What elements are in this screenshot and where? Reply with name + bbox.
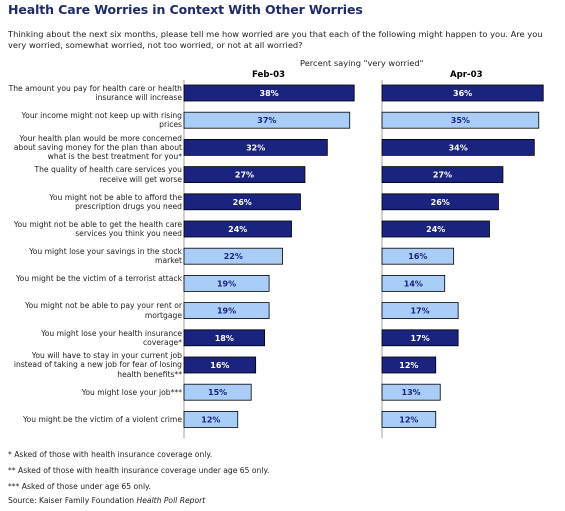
- data-label: 24%: [228, 225, 247, 234]
- bar-chart: 38% 36% 37% 35% 32% 34% 27% 27% 26% 26% 24% 24% 22% 1…: [183, 80, 544, 438]
- data-label: 12%: [399, 361, 418, 370]
- category-label: You will have to stay in your current jo…: [13, 351, 182, 379]
- bar-feb-03: [183, 193, 301, 211]
- column-header-feb-03: Feb-03: [252, 70, 286, 80]
- category-label: Your income might not keep up with risin…: [21, 111, 182, 130]
- bar-feb-03: [183, 111, 351, 129]
- data-label: 16%: [408, 252, 427, 261]
- data-label: 26%: [431, 198, 450, 207]
- bar-feb-03: [183, 274, 270, 292]
- bar-apr-03: [381, 410, 437, 428]
- data-label: 27%: [433, 171, 452, 180]
- bar-feb-03: [183, 410, 239, 428]
- data-label: 14%: [404, 279, 423, 288]
- bar-feb-03: [183, 220, 292, 238]
- data-label: 12%: [201, 415, 220, 424]
- footnotes: * Asked of those with health insurance c…: [8, 447, 269, 495]
- data-label: 37%: [257, 116, 276, 125]
- data-label: 13%: [402, 388, 421, 397]
- bar-feb-03: [183, 383, 252, 401]
- bar-apr-03: [381, 247, 455, 265]
- bar-apr-03: [381, 111, 540, 129]
- data-label: 34%: [449, 143, 468, 152]
- bar-feb-03: [183, 247, 283, 265]
- data-label: 27%: [235, 171, 254, 180]
- category-label: You might not be able to get the health …: [13, 219, 182, 238]
- footnote-2: ** Asked of those with health insurance …: [8, 466, 270, 475]
- data-label: 15%: [208, 388, 227, 397]
- bar-apr-03: [381, 193, 499, 211]
- data-label: 38%: [260, 89, 279, 98]
- category-label: The quality of health care services you …: [34, 165, 182, 184]
- chart-subtitle: Percent saying "very worried": [300, 58, 424, 68]
- data-label: 18%: [215, 334, 234, 343]
- category-label: You might not be able to pay your rent o…: [25, 301, 182, 320]
- data-label: 19%: [217, 307, 236, 316]
- category-label: You might lose your savings in the stock…: [29, 247, 182, 266]
- bar-apr-03: [381, 329, 459, 347]
- category-label: You might be the victim of a terrorist a…: [16, 274, 182, 284]
- bar-feb-03: [183, 356, 257, 374]
- footnote-3: *** Asked of those under age 65 only.: [8, 482, 151, 491]
- data-label: 22%: [224, 252, 243, 261]
- bar-feb-03: [183, 166, 306, 184]
- source-prefix: Source: Kaiser Family Foundation: [8, 496, 135, 505]
- bar-feb-03: [183, 84, 355, 102]
- category-label: You might not be able to afford the pres…: [49, 192, 182, 211]
- data-label: 19%: [217, 279, 236, 288]
- category-label: You might lose your health insurance cov…: [41, 328, 182, 347]
- data-label: 24%: [426, 225, 445, 234]
- source-note: Source: Kaiser Family Foundation Health …: [8, 496, 205, 505]
- bar-feb-03: [183, 329, 266, 347]
- data-label: 26%: [233, 198, 252, 207]
- bar-apr-03: [381, 84, 544, 102]
- column-header-apr-03: Apr-03: [450, 70, 483, 80]
- bar-apr-03: [381, 383, 441, 401]
- bar-apr-03: [381, 274, 446, 292]
- bar-apr-03: [381, 302, 459, 320]
- bar-feb-03: [183, 138, 328, 156]
- survey-question: Thinking about the next six months, plea…: [8, 29, 543, 50]
- data-label: 32%: [246, 143, 265, 152]
- bar-feb-03: [183, 302, 270, 320]
- source-title: Health Poll Report: [136, 496, 206, 505]
- data-label: 16%: [210, 361, 229, 370]
- bar-apr-03: [381, 220, 490, 238]
- category-label: You might be the victim of a violent cri…: [22, 414, 182, 424]
- data-label: 12%: [399, 415, 418, 424]
- category-label: You might lose your job***: [81, 387, 182, 397]
- chart-title: Health Care Worries in Context With Othe…: [8, 2, 363, 17]
- category-label: Your health plan would be more concerned…: [13, 133, 182, 161]
- data-label: 36%: [453, 89, 472, 98]
- data-label: 35%: [451, 116, 470, 125]
- bar-apr-03: [381, 356, 437, 374]
- bar-apr-03: [381, 166, 504, 184]
- data-label: 17%: [410, 334, 429, 343]
- category-label: The amount you pay for health care or he…: [8, 83, 182, 102]
- footnote-1: * Asked of those with health insurance c…: [8, 450, 213, 459]
- bar-apr-03: [381, 138, 535, 156]
- data-label: 17%: [410, 307, 429, 316]
